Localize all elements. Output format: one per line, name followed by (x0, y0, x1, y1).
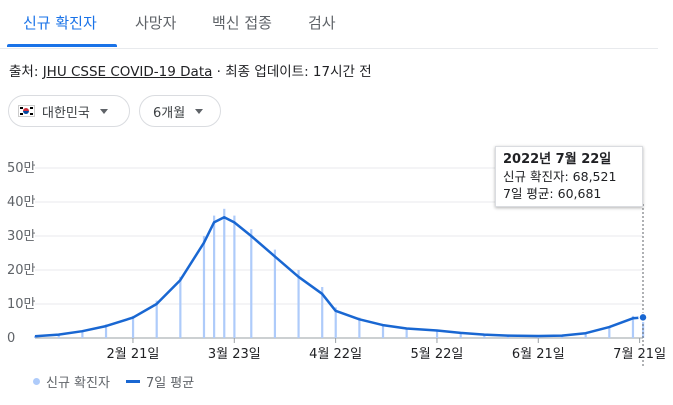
source-prefix: 출처: (9, 64, 43, 80)
cases-bar (358, 317, 361, 338)
cases-bar (179, 276, 182, 338)
chart-tooltip: 2022년 7월 22일 신규 확진자: 68,521 7일 평균: 60,68… (495, 146, 643, 207)
range-select[interactable]: 6개월 (139, 95, 221, 127)
cases-bar (334, 307, 337, 338)
tooltip-7day-average: 7일 평균: 60,681 (503, 186, 602, 201)
legend-line-swatch (125, 380, 140, 383)
y-tick-label: 20만 (7, 263, 36, 278)
active-tab-indicator (7, 44, 117, 47)
tab-vaccinations[interactable]: 백신 접종 (212, 14, 272, 32)
y-tick-label: 10만 (7, 297, 36, 312)
source-line: 출처: JHU CSSE COVID-19 Data · 최종 업데이트: 17… (9, 60, 372, 80)
cases-bar (155, 300, 158, 338)
y-tick-label: 0 (7, 331, 15, 346)
x-tick-label: 3월 23일 (208, 347, 261, 362)
cases-bar (381, 324, 385, 338)
cases-bar (213, 215, 216, 338)
cases-bar (104, 324, 108, 338)
chevron-down-icon (195, 108, 204, 114)
y-tick-label: 30만 (7, 229, 36, 244)
cases-bar (233, 215, 236, 338)
range-select-label: 6개월 (153, 105, 186, 121)
cases-bar (642, 314, 645, 338)
tab-new-cases[interactable]: 신규 확진자 (23, 14, 97, 32)
cases-bar (250, 229, 253, 338)
cases-bar (405, 327, 408, 338)
cases-bar (584, 332, 587, 338)
legend-line-label: 7일 평균 (145, 376, 195, 391)
x-tick-label: 5월 22일 (411, 347, 464, 362)
legend-bar-swatch (33, 378, 40, 385)
cases-bar (57, 333, 60, 338)
cases-bar (223, 208, 226, 338)
cases-bar (297, 270, 300, 338)
x-tick-label: 6월 21일 (512, 347, 565, 362)
cases-bar (131, 315, 135, 338)
country-select-label: 대한민국 (42, 105, 90, 121)
country-select[interactable]: 대한민국 (8, 95, 130, 127)
latest-point[interactable] (638, 312, 648, 323)
cases-bar (459, 331, 462, 338)
legend-bar-label: 신규 확진자 (46, 376, 110, 391)
cases-bar (273, 249, 277, 338)
y-tick-label: 40만 (7, 195, 36, 210)
x-tick-label: 4월 22일 (309, 347, 362, 362)
cases-bar (435, 329, 439, 338)
tab-tests[interactable]: 검사 (308, 14, 336, 32)
cases-bar (202, 236, 206, 338)
tab-deaths[interactable]: 사망자 (135, 14, 177, 32)
cases-bar (483, 333, 486, 338)
cases-bar (631, 315, 635, 338)
x-tick-label: 2월 21일 (107, 347, 160, 362)
cases-bar (321, 287, 324, 338)
chart-legend: 신규 확진자 7일 평균 (33, 372, 194, 391)
chevron-down-icon (99, 108, 108, 114)
cases-bar (608, 326, 611, 338)
average-line (34, 216, 644, 338)
cases-bar (81, 330, 84, 338)
korea-flag-icon (18, 105, 35, 117)
last-updated: · 최종 업데이트: 17시간 전 (212, 64, 372, 80)
tab-bar: 신규 확진자 사망자 백신 접종 검사 (0, 0, 658, 49)
cases-chart: 0 10만 20만 30만 40만 50만 2월 21일 3월 23일 4월 22일 5월 22… (7, 161, 666, 368)
x-tick-label: 7월 21일 (613, 347, 666, 362)
tooltip-date: 2022년 7월 22일 (503, 152, 612, 167)
source-link[interactable]: JHU CSSE COVID-19 Data (42, 64, 213, 80)
tooltip-new-cases: 신규 확진자: 68,521 (503, 169, 617, 184)
y-tick-label: 50만 (7, 161, 36, 176)
